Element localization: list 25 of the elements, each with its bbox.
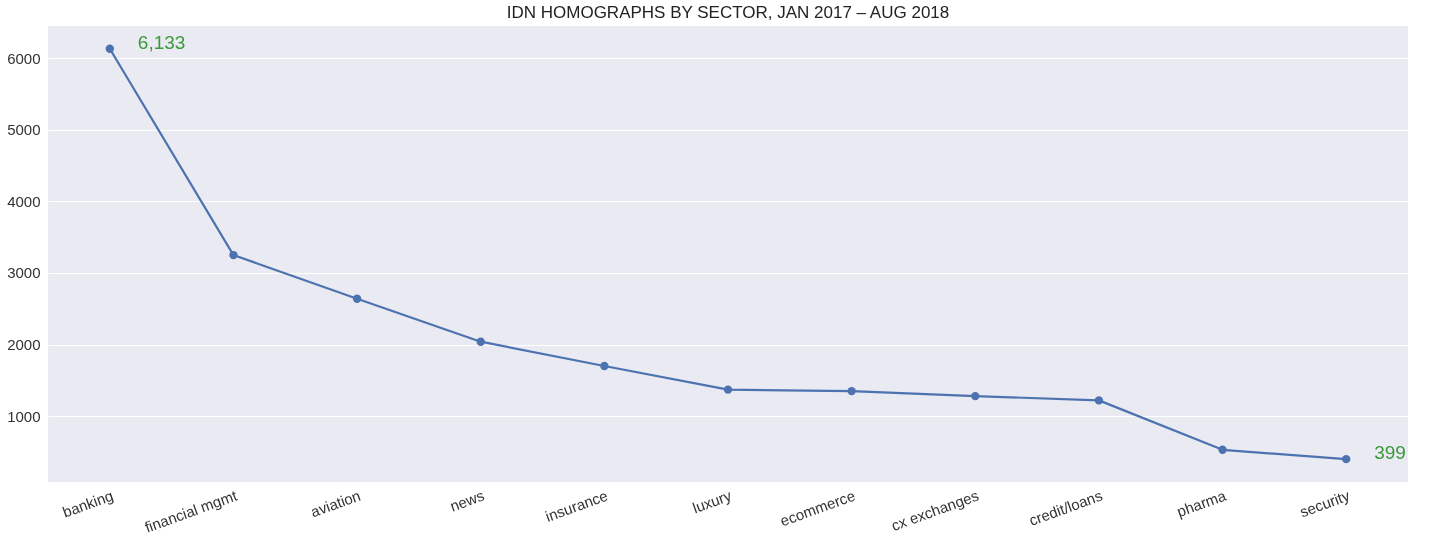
data-label: 6,133 <box>137 31 186 53</box>
x-tick-label: news <box>447 486 487 515</box>
point <box>476 337 485 346</box>
point <box>600 361 609 371</box>
y-tick-label: 1000 <box>7 407 41 425</box>
y-tick-label: 5000 <box>7 121 41 139</box>
point <box>847 386 856 396</box>
y-tick-label: 6000 <box>7 49 41 67</box>
point <box>971 391 980 401</box>
point <box>1218 445 1227 454</box>
data-label: 399 <box>1374 442 1406 464</box>
y-tick-label: 2000 <box>7 336 41 354</box>
x-tick-label: banking <box>60 486 116 521</box>
point <box>1094 396 1104 405</box>
x-tick-label: security <box>1297 486 1353 521</box>
point <box>229 250 238 260</box>
x-tick-label: luxury <box>690 486 735 517</box>
y-tick-label: 4000 <box>7 192 41 210</box>
x-tick-label: aviation <box>308 486 363 521</box>
point <box>352 294 362 303</box>
y-tick-label: 3000 <box>7 264 41 282</box>
point <box>1342 454 1351 464</box>
point <box>105 44 114 53</box>
chart-title: IDN HOMOGRAPHS BY SECTOR, JAN 2017 – AUG 2018 <box>506 3 950 22</box>
point <box>723 385 733 394</box>
